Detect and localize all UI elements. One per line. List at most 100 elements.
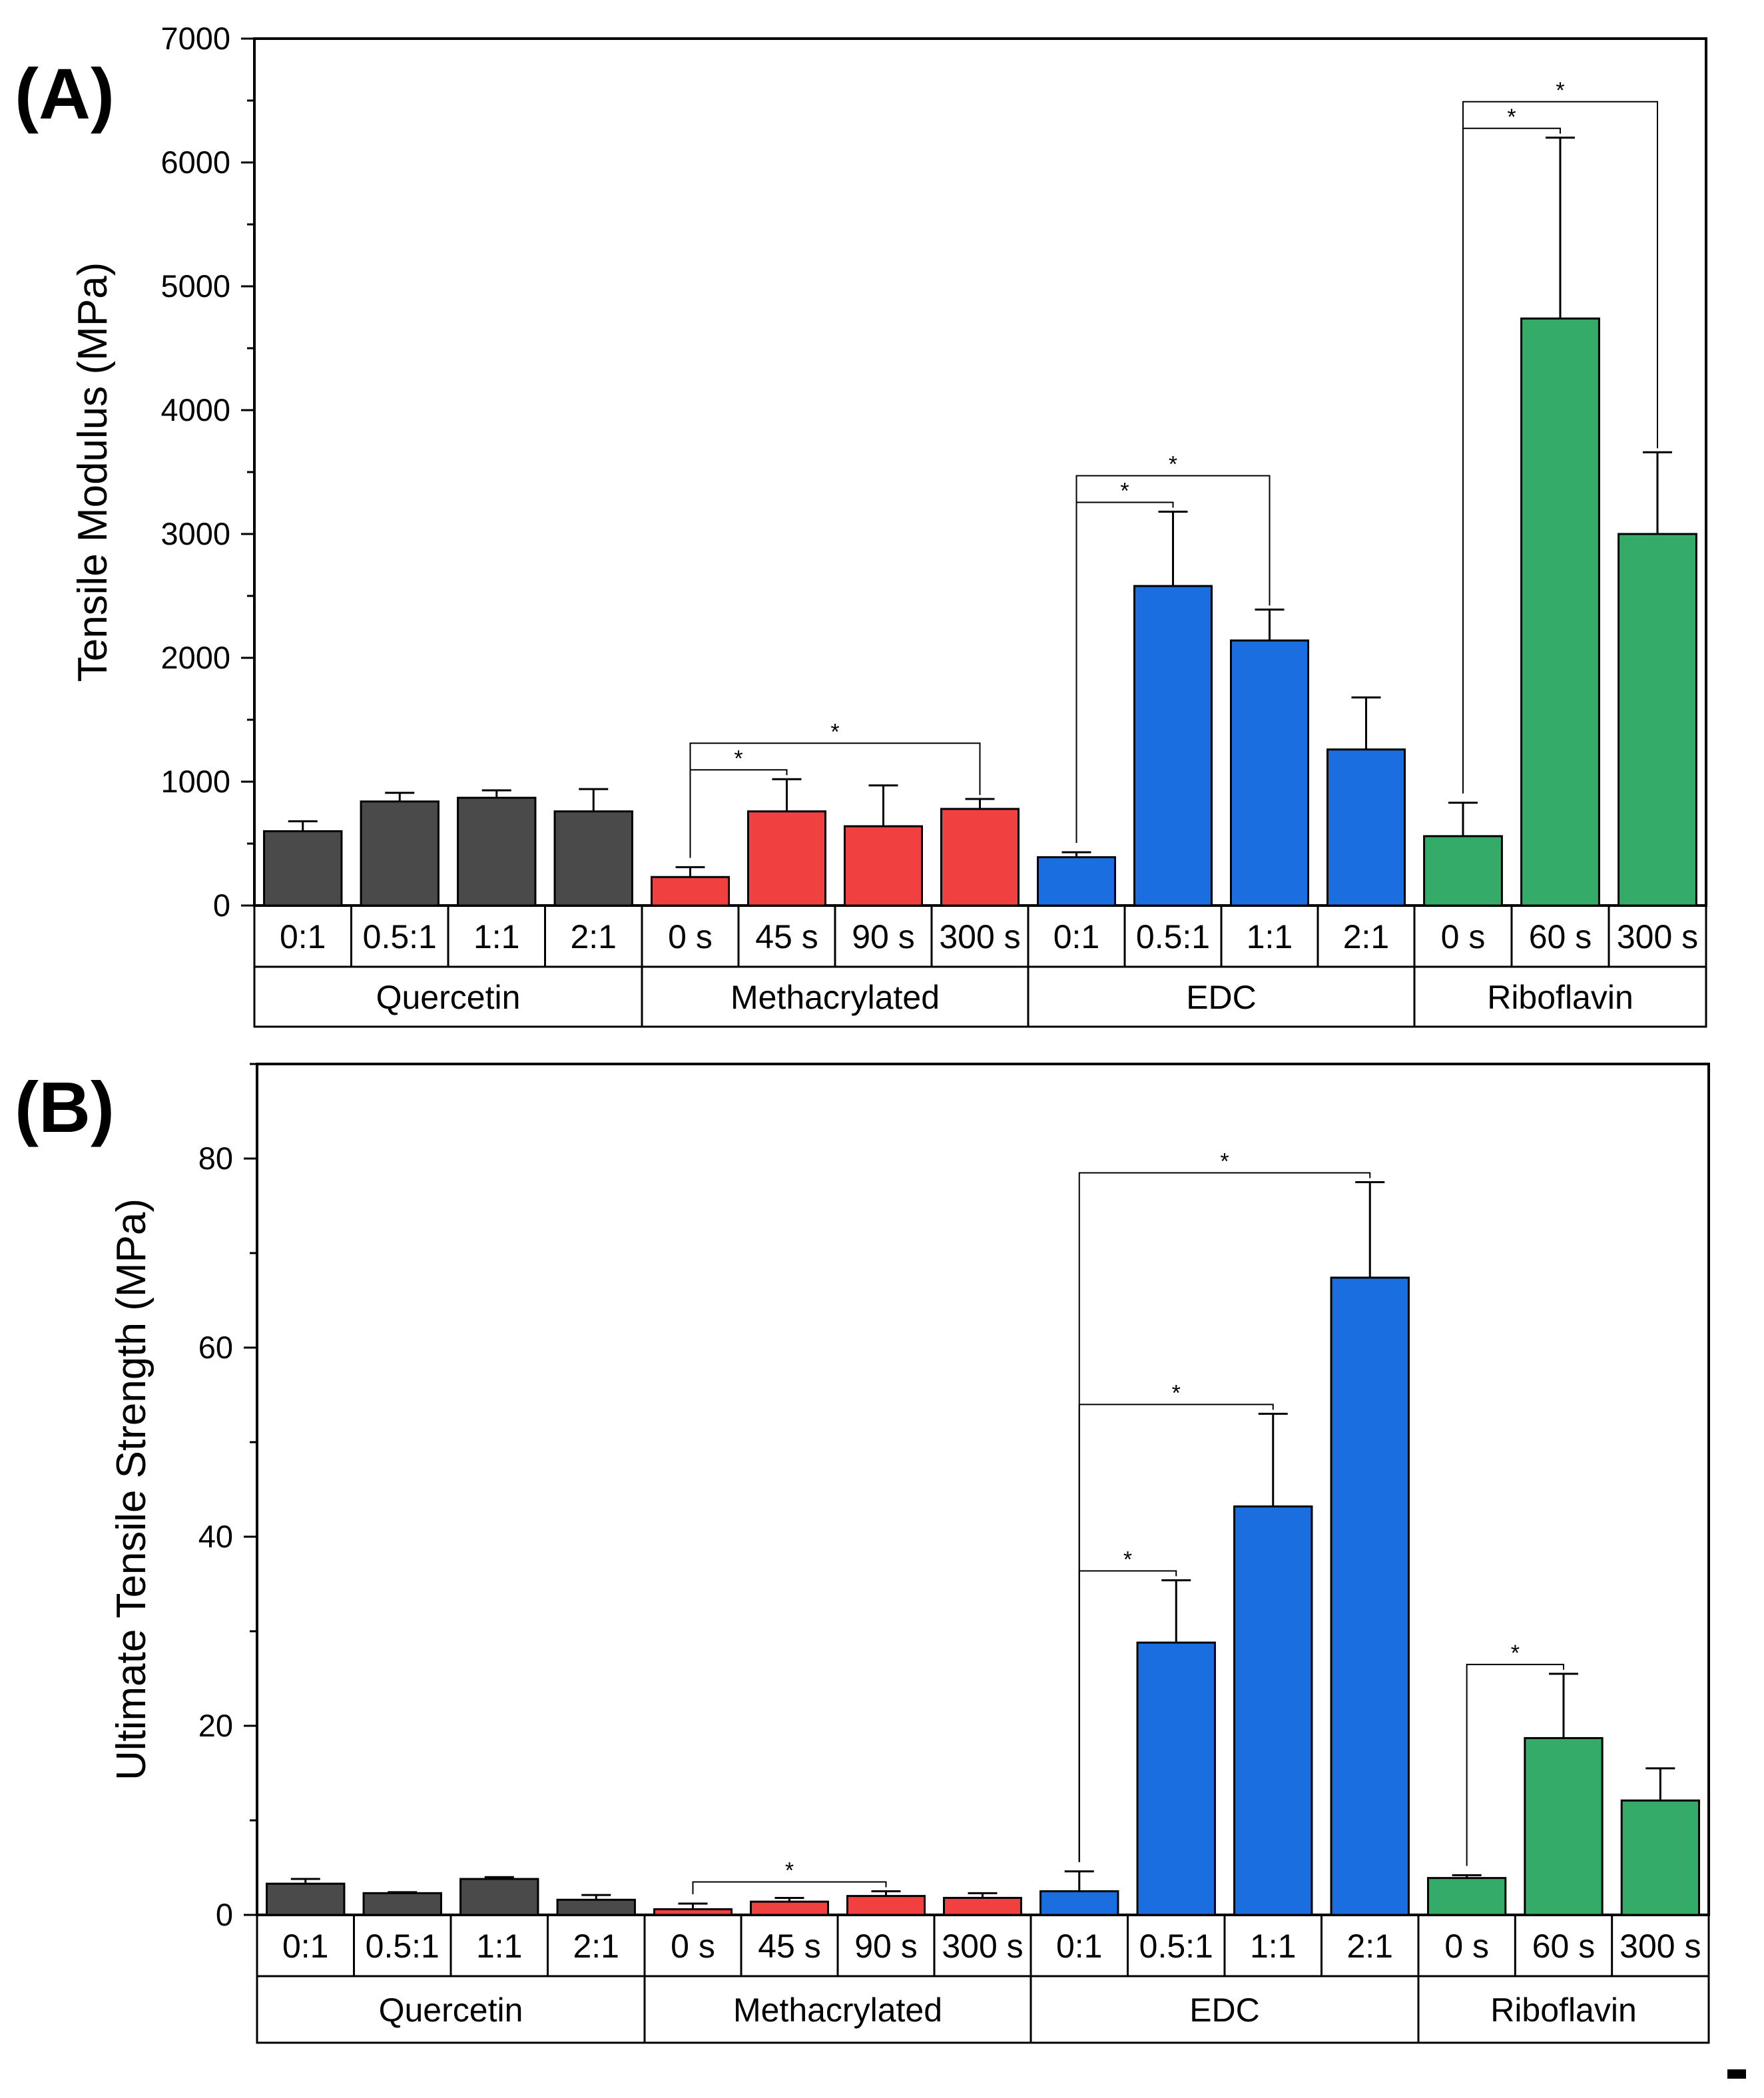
category-label: 0.5:1 <box>363 918 437 955</box>
bar <box>1620 1799 1700 1916</box>
group-label-methacrylated: Methacrylated <box>733 1991 942 2029</box>
category-label: 300 s <box>1617 918 1698 955</box>
category-label: 60 s <box>1529 918 1592 955</box>
bar <box>844 825 923 907</box>
significance-star: * <box>1172 1380 1181 1406</box>
category-label: 1:1 <box>473 918 520 955</box>
category-label: 90 s <box>852 918 915 955</box>
group-label-riboflavin: Riboflavin <box>1487 979 1633 1016</box>
significance-bracket <box>1462 101 1658 794</box>
bar <box>1330 1276 1410 1916</box>
bar <box>1520 317 1600 907</box>
category-label: 0:1 <box>1053 918 1100 955</box>
bar <box>556 1898 636 1916</box>
category-label: 45 s <box>755 918 818 955</box>
group-label-edc: EDC <box>1186 979 1257 1016</box>
category-label: 0:1 <box>1056 1928 1103 1965</box>
y-tick-label: 60 <box>198 1330 233 1365</box>
category-label: 300 s <box>942 1928 1023 1965</box>
significance-bracket <box>1466 1663 1564 1866</box>
y-tick-label: 2000 <box>160 640 230 675</box>
significance-bracket <box>689 742 981 858</box>
y-tick-label: 80 <box>198 1141 233 1176</box>
bar <box>651 876 730 907</box>
significance-star: * <box>734 746 742 771</box>
bar <box>459 1878 539 1916</box>
category-label: 45 s <box>758 1928 821 1965</box>
bar <box>1133 585 1213 907</box>
group-label-edc: EDC <box>1189 1991 1260 2029</box>
y-tick-label: 4000 <box>160 392 230 427</box>
group-label-quercetin: Quercetin <box>379 1991 523 2029</box>
significance-bracket <box>1078 1172 1371 1862</box>
category-label: 0 s <box>1444 1928 1489 1965</box>
bar <box>362 1892 442 1916</box>
y-tick-label: 20 <box>198 1708 233 1743</box>
category-label: 0:1 <box>282 1928 329 1965</box>
panel-b-ultimate-tensile-strength: (B) Ultimate Tensile Strength (MPa) 0 20 40 6… <box>15 1063 1710 2044</box>
category-label: 0:1 <box>280 918 326 955</box>
category-label: 2:1 <box>1346 1928 1393 1965</box>
y-tick-label: 0 <box>213 888 230 923</box>
bar <box>1427 1877 1507 1916</box>
significance-star: * <box>830 719 839 744</box>
bar <box>1233 1505 1313 1916</box>
bar <box>1524 1736 1604 1916</box>
bar <box>653 1908 733 1916</box>
significance-bracket <box>1075 475 1271 844</box>
category-label: 0 s <box>671 1928 715 1965</box>
bar <box>266 1882 346 1916</box>
category-label: 0.5:1 <box>366 1928 440 1965</box>
category-label: 300 s <box>939 918 1020 955</box>
category-label: 300 s <box>1619 1928 1701 1965</box>
significance-star: * <box>1123 1547 1132 1572</box>
bar <box>457 796 537 907</box>
bar <box>747 810 826 907</box>
category-label: 1:1 <box>476 1928 523 1965</box>
bar <box>1617 533 1697 907</box>
category-label: 60 s <box>1532 1928 1596 1965</box>
category-label: 1:1 <box>1247 918 1293 955</box>
panel-label: (B) <box>15 1067 115 1147</box>
y-tick-label: 0 <box>216 1897 233 1932</box>
category-label: 0.5:1 <box>1139 1928 1213 1965</box>
corner-mark <box>1727 2069 1746 2079</box>
bar <box>1423 835 1503 907</box>
bar <box>263 830 343 907</box>
y-tick-label: 5000 <box>160 268 230 304</box>
y-tick-label: 1000 <box>160 764 230 799</box>
y-tick-label: 3000 <box>160 516 230 551</box>
bar <box>846 1895 926 1916</box>
significance-star: * <box>1220 1149 1229 1175</box>
bar <box>750 1900 829 1916</box>
category-label: 90 s <box>854 1928 918 1965</box>
y-axis-label: Ultimate Tensile Strength (MPa) <box>109 1198 154 1780</box>
bar <box>1039 1890 1119 1916</box>
significance-star: * <box>1169 452 1177 477</box>
category-label: 0.5:1 <box>1136 918 1210 955</box>
y-axis-label: Tensile Modulus (MPa) <box>70 262 116 682</box>
panel-a-tensile-modulus: (A) Tensile Modulus (MPa) 0 1000 2000 3000 400… <box>15 21 1707 1028</box>
significance-star: * <box>785 1858 794 1884</box>
significance-star: * <box>1556 78 1564 103</box>
panel-label: (A) <box>15 53 115 134</box>
bar <box>360 800 440 907</box>
bar <box>1230 639 1309 907</box>
y-tick-label: 6000 <box>160 144 230 180</box>
bar <box>1037 856 1116 907</box>
group-label-methacrylated: Methacrylated <box>731 979 940 1016</box>
category-label: 2:1 <box>573 1928 619 1965</box>
group-label-riboflavin: Riboflavin <box>1490 1991 1637 2029</box>
significance-star: * <box>1511 1641 1520 1666</box>
bar <box>943 1896 1022 1916</box>
category-label: 2:1 <box>570 918 617 955</box>
significance-bracket <box>692 1881 887 1894</box>
category-label: 0 s <box>1441 918 1486 955</box>
y-tick-label: 7000 <box>160 21 230 56</box>
y-tick-label: 40 <box>198 1519 233 1554</box>
bar <box>1326 748 1406 907</box>
bar <box>553 810 633 907</box>
bar <box>940 808 1020 907</box>
category-label: 2:1 <box>1343 918 1390 955</box>
